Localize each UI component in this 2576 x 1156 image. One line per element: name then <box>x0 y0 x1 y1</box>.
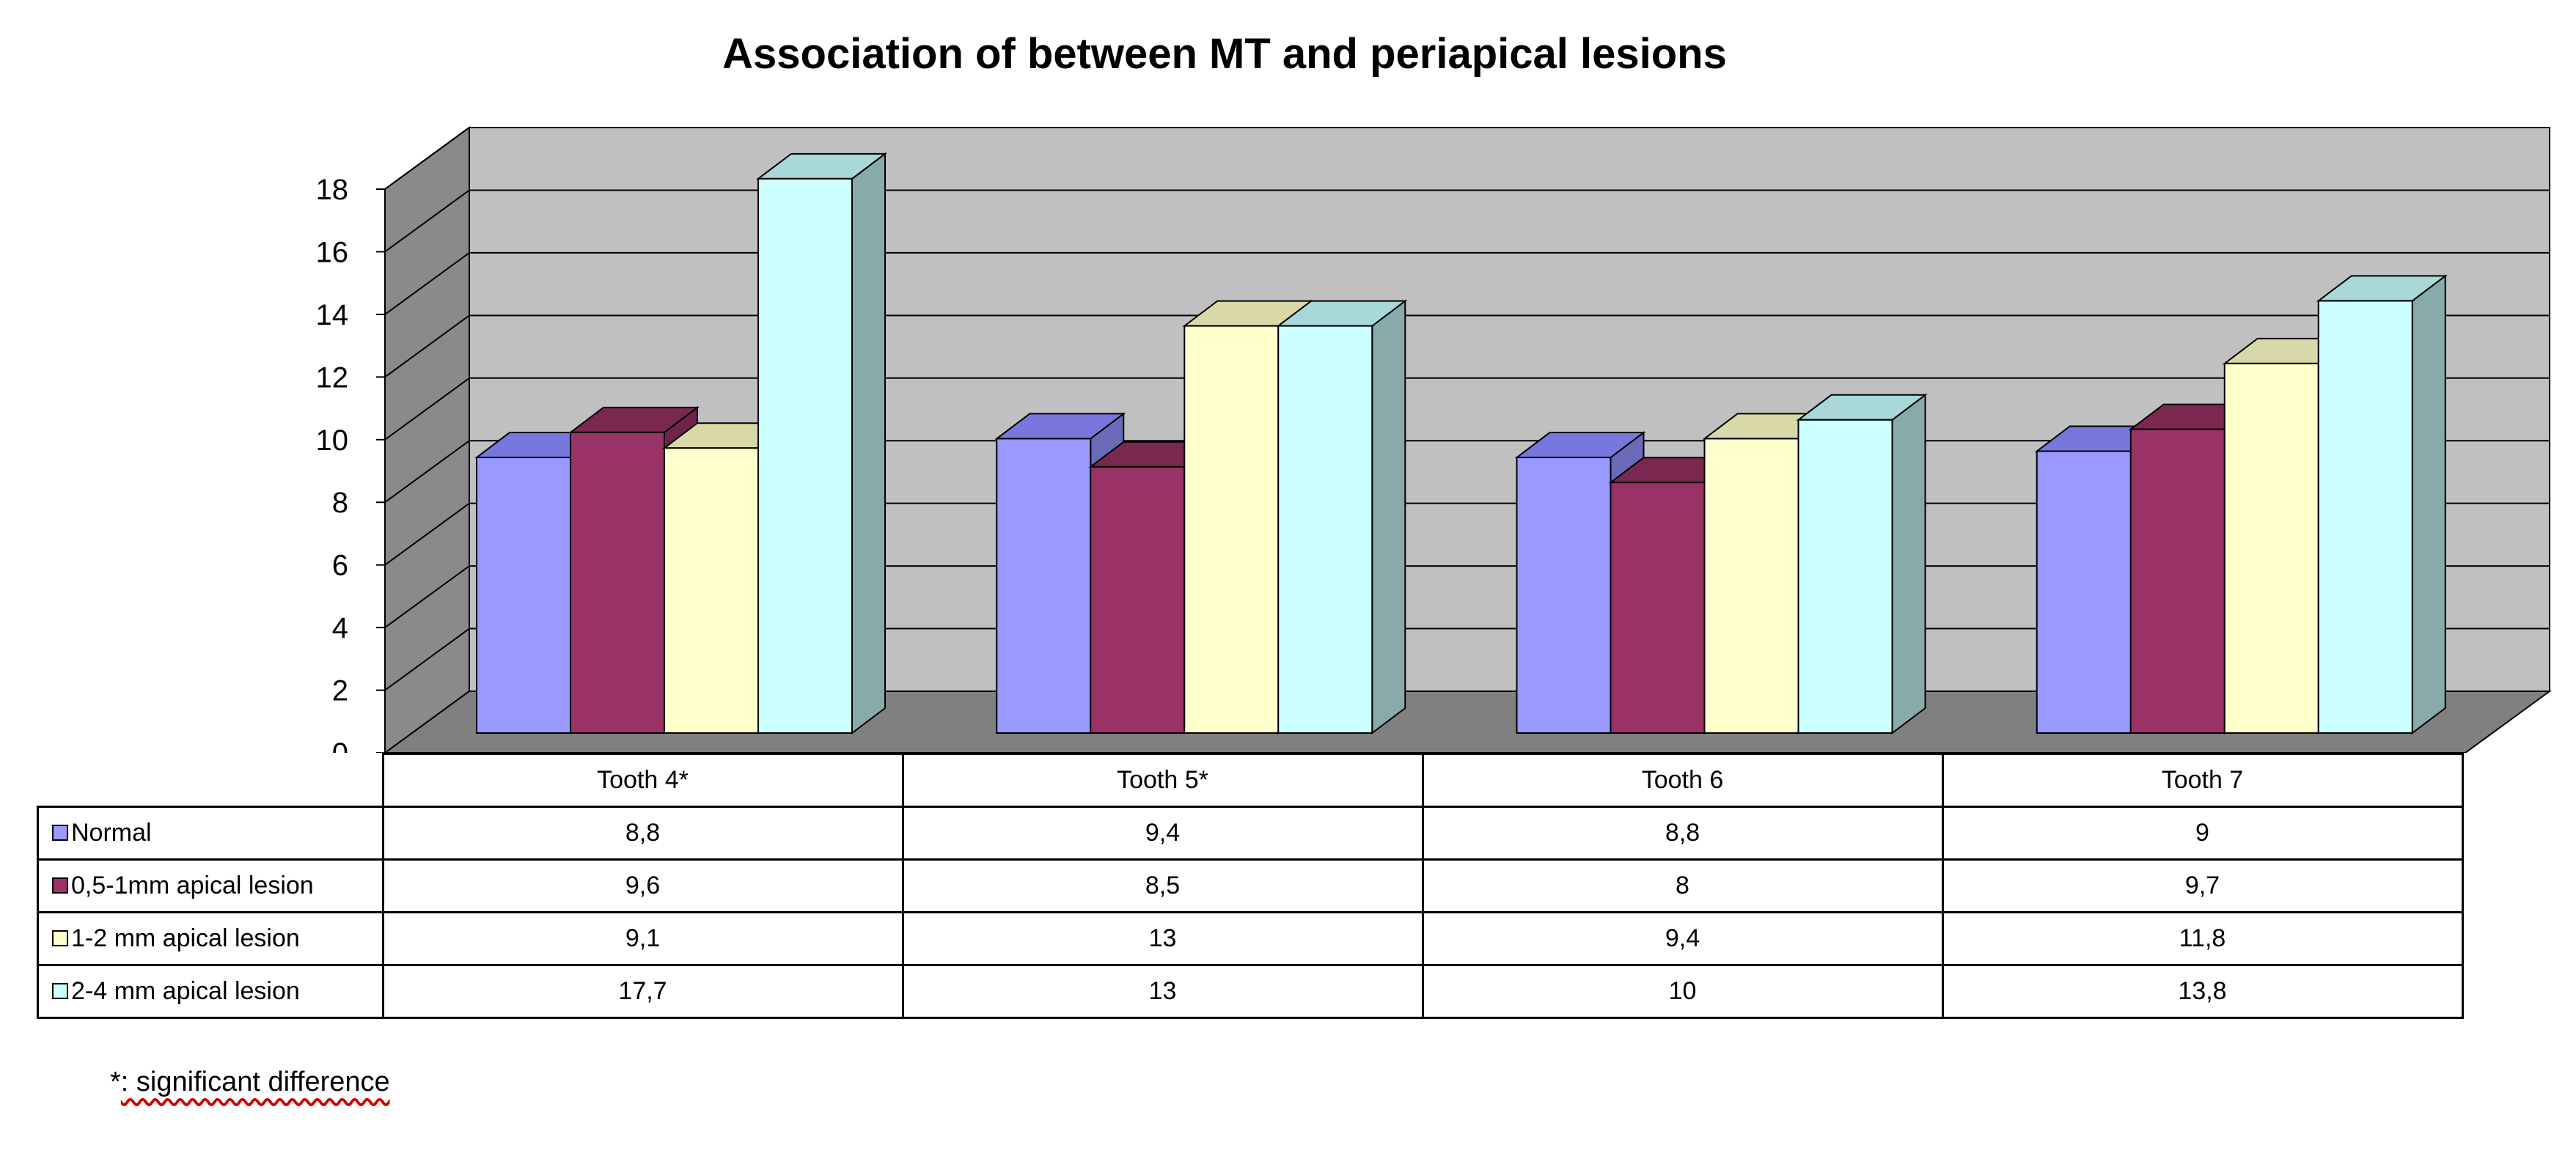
bar <box>996 438 1092 735</box>
bar-side <box>1371 299 1406 735</box>
bar <box>1090 465 1186 734</box>
series-row: 0,5-1mm apical lesion 9,6 8,5 8 9,7 <box>37 858 2464 913</box>
gridline <box>384 252 470 315</box>
gridline <box>384 189 470 253</box>
data-value-cell: 8,8 <box>381 806 904 861</box>
data-value-cell: 13 <box>901 911 1424 966</box>
category-header-row: Tooth 4* Tooth 5* Tooth 6 Tooth 7 <box>38 753 2464 808</box>
footnote-text: : significant difference <box>120 1067 390 1097</box>
y-tick-label: 12 <box>316 361 349 394</box>
bar <box>2223 362 2319 734</box>
footnote-marker: * <box>110 1067 121 1097</box>
bar <box>1797 419 1893 734</box>
bar <box>2317 300 2413 734</box>
gridline <box>384 565 470 628</box>
legend-swatch <box>52 825 68 842</box>
floor <box>384 691 2553 753</box>
chart-walls <box>384 126 2553 753</box>
gridline <box>384 314 470 378</box>
bar <box>664 447 759 734</box>
data-table: Tooth 4* Tooth 5* Tooth 6 Tooth 7 Normal… <box>37 753 2464 1019</box>
legend-entry: 0,5-1mm apical lesion <box>37 858 384 913</box>
data-value-cell: 9,4 <box>1421 911 1944 966</box>
y-tick-label: 16 <box>316 236 349 268</box>
data-value-cell: 9,7 <box>1941 858 2464 913</box>
data-value-cell: 10 <box>1421 964 1944 1019</box>
y-tick-label: 6 <box>332 550 348 582</box>
bar <box>2129 428 2225 734</box>
gridline <box>384 627 470 691</box>
y-tick-label: 8 <box>332 487 348 519</box>
gridline <box>384 502 470 566</box>
legend-swatch <box>52 877 68 894</box>
data-value-cell: 9,4 <box>901 806 1424 861</box>
data-value-cell: 9 <box>1941 806 2464 861</box>
data-value-cell: 11,8 <box>1941 911 2464 966</box>
legend-entry: 1-2 mm apical lesion <box>37 911 384 966</box>
series-row: Normal 8,8 9,4 8,8 9 <box>37 806 2464 861</box>
series-row: 1-2 mm apical lesion 9,1 13 9,4 11,8 <box>37 911 2464 966</box>
legend-entry: Normal <box>37 806 384 861</box>
legend-entry: 2-4 mm apical lesion <box>37 964 384 1019</box>
gridline <box>384 377 470 441</box>
legend-label: 0,5-1mm apical lesion <box>71 872 314 899</box>
data-value-cell: 8,5 <box>901 858 1424 913</box>
data-value-cell: 9,1 <box>381 911 904 966</box>
legend-label: 1-2 mm apical lesion <box>71 924 300 952</box>
legend-swatch <box>52 983 68 1000</box>
gridline <box>384 127 470 190</box>
y-axis-ticks: 0 2 4 6 8 10 12 14 16 18 <box>316 174 385 753</box>
y-tick-label: 0 <box>332 737 348 753</box>
table-corner <box>38 754 384 807</box>
footnote: *: significant difference <box>110 1067 390 1098</box>
data-value-cell: 17,7 <box>381 964 904 1019</box>
bar <box>570 431 665 734</box>
data-value-cell: 13 <box>901 964 1424 1019</box>
y-tick-label: 10 <box>316 424 349 457</box>
bars <box>474 152 2448 735</box>
bar-side <box>2411 274 2446 735</box>
bar-side <box>851 152 886 735</box>
bar <box>1516 457 1612 734</box>
series-row: 2-4 mm apical lesion 17,7 13 10 13,8 <box>37 964 2464 1019</box>
bar <box>1184 325 1280 735</box>
category-label: Tooth 5* <box>901 753 1424 808</box>
bar <box>757 177 853 735</box>
data-value-cell: 8 <box>1421 858 1944 913</box>
bar-side <box>1891 393 1926 735</box>
category-label: Tooth 7 <box>1941 753 2464 808</box>
y-tick-label: 14 <box>316 299 349 331</box>
y-tick-label: 2 <box>332 675 348 707</box>
chart-title: Association of between MT and periapical… <box>722 30 1727 78</box>
bar <box>1703 438 1799 735</box>
gridline <box>384 440 470 504</box>
y-tick-label: 4 <box>332 612 348 644</box>
bar <box>476 457 571 734</box>
y-tick-label: 18 <box>316 174 349 206</box>
bar <box>1610 482 1706 734</box>
bar <box>2036 450 2132 734</box>
category-label: Tooth 6 <box>1421 753 1944 808</box>
legend-label: 2-4 mm apical lesion <box>71 977 300 1005</box>
data-value-cell: 9,6 <box>381 858 904 913</box>
data-value-cell: 13,8 <box>1941 964 2464 1019</box>
bar <box>1277 325 1373 735</box>
legend-label: Normal <box>71 819 152 847</box>
category-label: Tooth 4* <box>381 753 904 808</box>
data-value-cell: 8,8 <box>1421 806 1944 861</box>
chart-area: 0 2 4 6 8 10 12 14 16 18 <box>316 126 2553 753</box>
legend-swatch <box>52 930 68 947</box>
